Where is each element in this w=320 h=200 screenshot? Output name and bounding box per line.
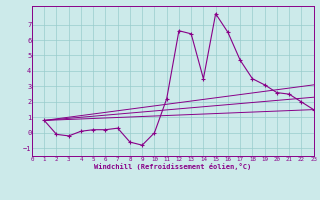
- X-axis label: Windchill (Refroidissement éolien,°C): Windchill (Refroidissement éolien,°C): [94, 163, 252, 170]
